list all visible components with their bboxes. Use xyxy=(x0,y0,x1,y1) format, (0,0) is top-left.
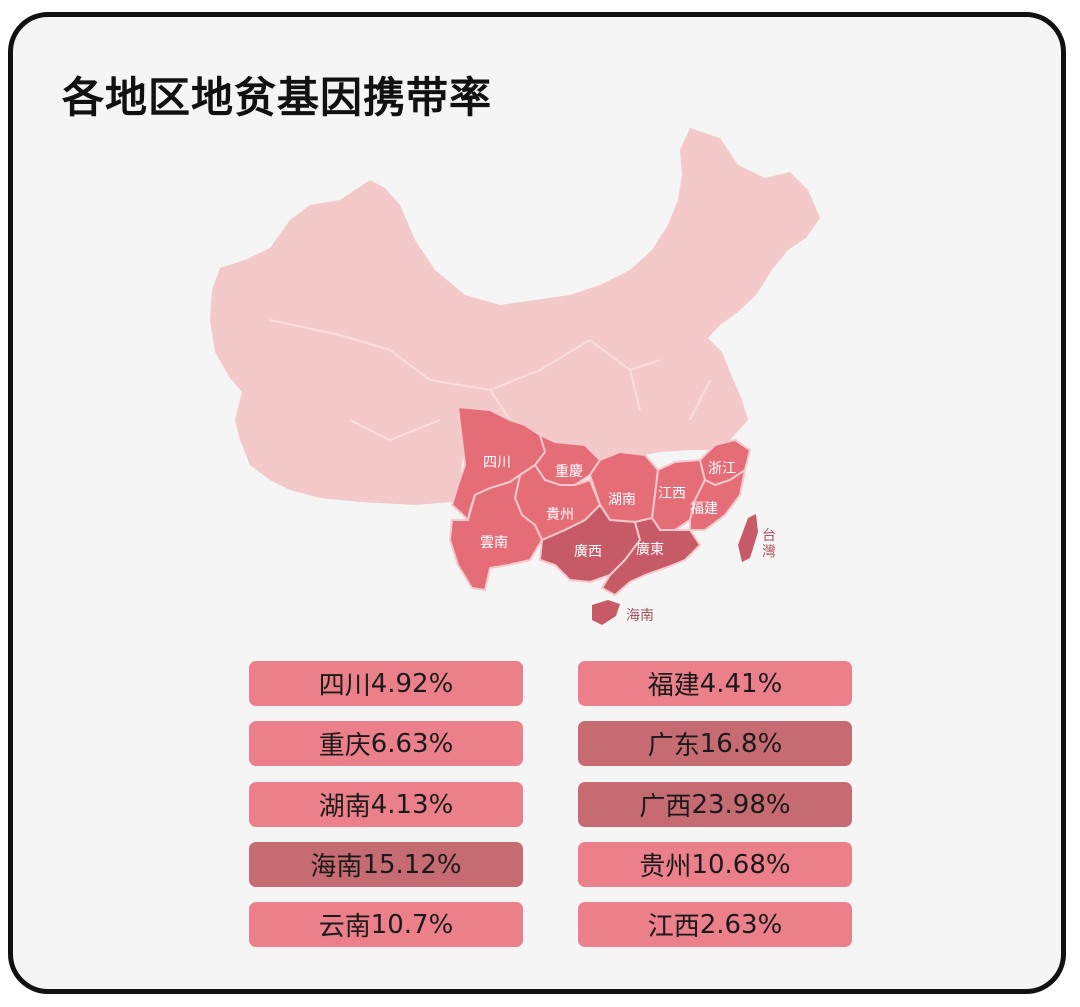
province-fujian xyxy=(689,467,747,531)
legend-item: 湖南 4.13% xyxy=(249,782,523,827)
province-yunnan xyxy=(448,472,544,592)
legend-rate: 16.8% xyxy=(699,728,783,759)
legend-region: 云南 xyxy=(318,912,371,942)
legend-item: 重庆 6.63% xyxy=(249,721,523,766)
legend-rate: 2.63% xyxy=(699,909,783,940)
legend-region: 重庆 xyxy=(318,731,371,761)
legend-rate: 23.98% xyxy=(691,789,791,820)
map-label-hunan: 湖南 xyxy=(608,492,636,508)
map-label-guangdong: 廣東 xyxy=(636,541,664,558)
page-title: 各地区地贫基因携带率 xyxy=(62,73,493,122)
legend-rate: 4.13% xyxy=(370,789,454,820)
map-label-hainan: 海南 xyxy=(626,608,654,624)
legend-region: 四川 xyxy=(318,671,371,701)
map-label-zhejiang: 浙江 xyxy=(708,461,736,477)
legend-region: 广东 xyxy=(647,731,700,761)
china-map: 四川 重慶 貴州 雲南 湖南 江西 浙江 福建 廣西 廣東 台灣 海南 xyxy=(210,128,820,625)
legend-item: 广东 16.8% xyxy=(578,721,852,766)
legend-region: 贵州 xyxy=(639,852,692,882)
legend-rate: 15.12% xyxy=(362,849,462,880)
legend-region: 广西 xyxy=(639,792,692,822)
legend-region: 湖南 xyxy=(318,792,371,822)
legend-item: 福建 4.41% xyxy=(578,661,852,706)
legend-item: 海南 15.12% xyxy=(249,842,523,887)
legend-item: 云南 10.7% xyxy=(249,902,523,947)
legend-region: 海南 xyxy=(310,852,363,882)
legend-item: 贵州 10.68% xyxy=(578,842,852,887)
map-label-guangxi: 廣西 xyxy=(574,543,602,560)
china-base-shape xyxy=(210,128,820,505)
legend-rate: 6.63% xyxy=(370,728,454,759)
legend-item: 江西 2.63% xyxy=(578,902,852,947)
map-label-taiwan: 台灣 xyxy=(762,528,776,560)
map-label-sichuan: 四川 xyxy=(483,455,511,471)
legend-region: 江西 xyxy=(647,912,700,942)
map-label-jiangxi: 江西 xyxy=(658,486,686,502)
legend-item: 四川 4.92% xyxy=(249,661,523,706)
province-hainan xyxy=(592,600,620,625)
map-label-chongqing: 重慶 xyxy=(555,464,583,480)
legend-rate: 10.7% xyxy=(370,909,454,940)
legend-region: 福建 xyxy=(647,671,700,701)
legend-rate: 10.68% xyxy=(691,849,791,880)
province-taiwan xyxy=(738,514,758,562)
map-label-fujian: 福建 xyxy=(690,501,718,517)
legend-item: 广西 23.98% xyxy=(578,782,852,827)
province-guangdong xyxy=(600,516,702,597)
legend-rate: 4.41% xyxy=(699,668,783,699)
legend-rate: 4.92% xyxy=(370,668,454,699)
province-borders xyxy=(269,319,711,442)
map-label-guizhou: 貴州 xyxy=(546,507,574,523)
map-label-yunnan: 雲南 xyxy=(480,535,508,551)
